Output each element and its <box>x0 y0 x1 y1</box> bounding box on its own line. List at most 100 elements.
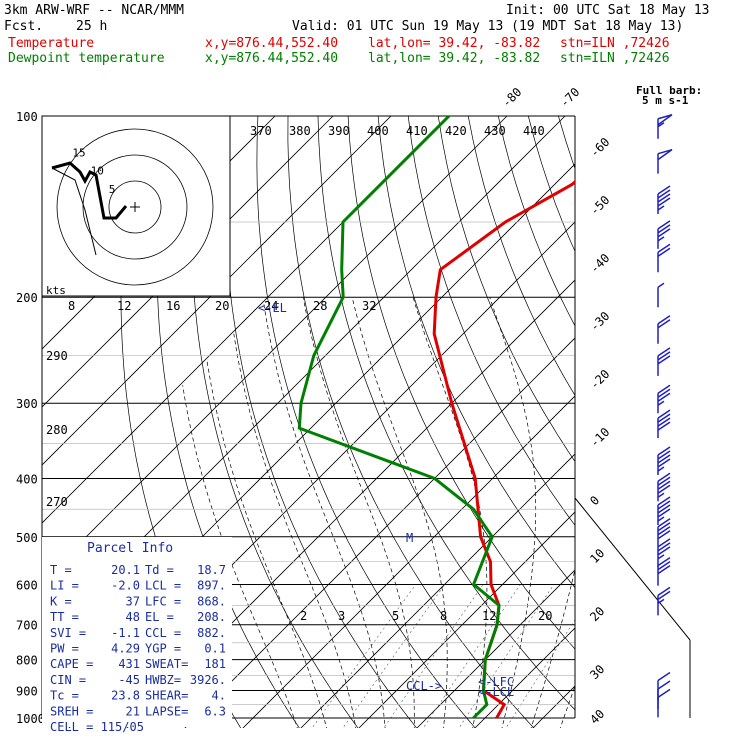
parcel-row-value: 4.29 <box>111 642 140 656</box>
wind-barb <box>657 243 671 273</box>
m-annotation: M <box>406 531 413 545</box>
dry-adiabat <box>618 116 740 731</box>
dry-adiabat <box>588 116 740 731</box>
parcel-row-label: EL = <box>145 610 174 624</box>
pressure-tick-label: 400 <box>16 472 38 486</box>
barb-legend-title: Full barb: <box>636 84 702 97</box>
wind-barb <box>657 114 673 139</box>
mixing-ratio-label: 12 <box>117 299 131 313</box>
temperature-tick-label: -50 <box>587 193 612 218</box>
isotherm <box>42 116 334 408</box>
pressure-tick-label: 300 <box>16 397 38 411</box>
pressure-tick-label: 500 <box>16 531 38 545</box>
skew-edge <box>574 497 691 641</box>
valid-time: Valid: 01 UTC Sun 19 May 13 (19 MDT Sat … <box>292 19 683 34</box>
mixing-ratio-label: 2 <box>300 609 307 623</box>
parcel-row-value: -45 <box>118 673 140 687</box>
temperature-legend: Temperature <box>8 36 94 51</box>
dry-adiabat <box>377 116 575 589</box>
parcel-row-label: SREH = <box>50 704 93 718</box>
mixing-ratio-label: 8 <box>440 609 447 623</box>
moist-adiabat <box>588 297 740 731</box>
parcel-row-label: YGP = <box>145 642 181 656</box>
wind-barb <box>657 409 671 439</box>
dry-adiabat <box>317 116 575 711</box>
temperature-xy: x,y=876.44,552.40 <box>205 36 338 51</box>
temperature-tick-label: -60 <box>587 135 612 160</box>
wind-barbs <box>657 114 673 718</box>
parcel-row-value: 6.3 <box>204 704 226 718</box>
theta-label: 420 <box>445 124 467 138</box>
parcel-row-label: CAPE = <box>50 657 93 671</box>
parcel-row-value: 37 <box>126 594 140 608</box>
parcel-row-label: LFC = <box>145 594 181 608</box>
isotherm <box>358 511 575 728</box>
parcel-info-title: Parcel Info <box>87 541 173 556</box>
hodograph-trace-upper <box>51 167 97 256</box>
dry-adiabat <box>437 116 575 463</box>
mixing-ratio-line <box>422 584 521 728</box>
forecast-label: Fcst. <box>4 19 43 34</box>
parcel-row-label: K = <box>50 594 72 608</box>
lcl-annotation: <-LCL <box>478 685 514 699</box>
wind-barb <box>657 185 671 214</box>
parcel-row-value: 23.8 <box>111 689 140 703</box>
dry-adiabat <box>224 116 418 728</box>
isotherm <box>416 569 575 728</box>
hodograph-trace <box>51 161 128 220</box>
moist-adiabat <box>182 385 298 728</box>
mixing-ratio-label: 20 <box>538 609 552 623</box>
temperature-tick-label: -80 <box>499 85 524 110</box>
dry-adiabat <box>709 116 740 731</box>
dry-adiabat <box>558 116 575 170</box>
temperature-trace <box>432 179 575 719</box>
theta-label: 400 <box>367 124 389 138</box>
mixing-ratio-label: 3 <box>338 609 345 623</box>
wind-barb <box>657 282 665 308</box>
moist-adiabat <box>530 567 575 728</box>
parcel-row-label: T = <box>50 563 72 577</box>
dry-adiabat <box>407 116 575 526</box>
pressure-tick-label: 1000 <box>16 712 45 726</box>
wind-barb <box>657 586 671 616</box>
wind-barb <box>657 472 671 502</box>
parcel-row-label: Tc = <box>50 689 79 703</box>
isotherm <box>184 337 575 728</box>
hodograph-origin <box>130 202 140 212</box>
wind-barb <box>657 688 671 718</box>
temperature-tick-label: 0 <box>587 493 602 508</box>
pressure-tick-label: 900 <box>16 684 38 698</box>
mixing-ratio-line <box>383 584 484 728</box>
dewpoint-trace <box>297 116 501 720</box>
parcel-row-value: 882. <box>197 626 226 640</box>
dry-adiabat <box>256 116 476 728</box>
mixing-ratio-label: 24 <box>264 299 278 313</box>
hodograph-ring <box>56 128 214 286</box>
dry-adiabat <box>527 116 575 253</box>
moist-adiabat <box>233 333 357 728</box>
dry-adiabat <box>497 116 575 327</box>
dewpoint-xy: x,y=876.44,552.40 <box>205 51 338 66</box>
parcel-row-value: -2.0 <box>111 579 140 593</box>
wind-barb <box>657 538 671 567</box>
parcel-row-label: HWBZ= <box>145 673 181 687</box>
theta-label: 370 <box>250 124 272 138</box>
parcel-box-bg <box>42 537 232 727</box>
dry-adiabat <box>679 116 740 731</box>
isotherm <box>42 116 392 466</box>
mixing-ratio-line <box>458 584 555 728</box>
parcel-row-value: 897. <box>197 579 226 593</box>
wind-barb <box>657 220 671 249</box>
parcel-row-value: 3926. <box>190 673 226 687</box>
hodograph-ring-label: 15 <box>72 146 85 159</box>
wind-barb <box>657 680 671 710</box>
temperature-tick-label: 20 <box>587 604 607 624</box>
mixing-ratio-label: 32 <box>362 299 376 313</box>
dry-adiabat <box>467 116 575 397</box>
theta-label: 440 <box>523 124 545 138</box>
el-annotation: <-EL <box>258 301 287 315</box>
mixing-ratio-label: 28 <box>313 299 327 313</box>
parcel-row-label: Td = <box>145 563 174 577</box>
isotherm <box>532 685 575 728</box>
